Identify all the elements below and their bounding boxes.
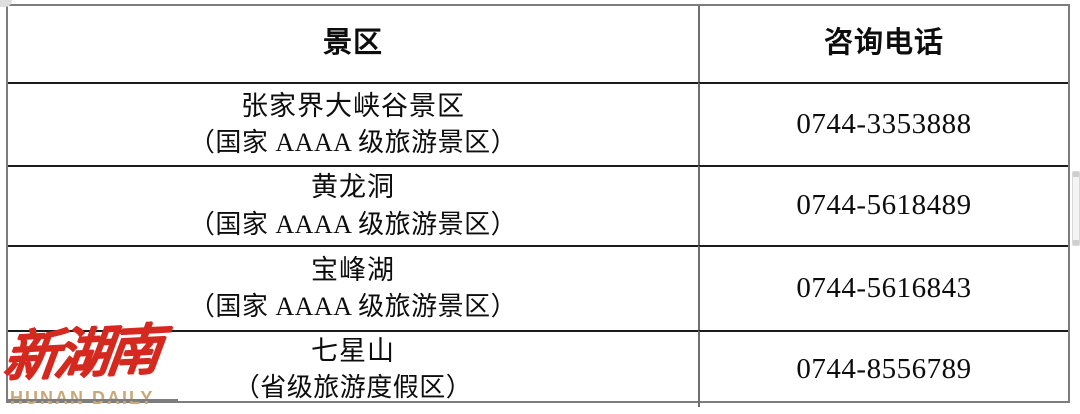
table-row-scenic-area-cell: 宝峰湖 （国家 AAAA 级旅游景区） xyxy=(8,245,698,330)
table-bottom-border-over-logo xyxy=(6,399,178,401)
hunan-daily-logo: 新湖南 HUNAN DAILY xyxy=(0,319,187,414)
table-row-scenic-area-cell: 张家界大峡谷景区 （国家 AAAA 级旅游景区） xyxy=(8,82,698,165)
table-row-phone-cell: 0744-8556789 xyxy=(698,330,1068,408)
window-corner-artifact xyxy=(0,0,12,7)
column-header-phone-label: 咨询电话 xyxy=(823,27,944,60)
column-header-scenic-area-label: 景区 xyxy=(322,27,383,60)
scenic-area-grade: （国家 AAAA 级旅游景区） xyxy=(188,292,518,322)
phone-number: 0744-5616843 xyxy=(796,271,972,304)
table-row-phone-cell: 0744-5618489 xyxy=(698,165,1068,245)
scenic-area-name: 七星山 xyxy=(311,336,395,366)
table-row-scenic-area-cell: 黄龙洞 （国家 AAAA 级旅游景区） xyxy=(8,165,698,245)
table-row-phone-cell: 0744-3353888 xyxy=(698,82,1068,165)
hunan-daily-logo-english: HUNAN DAILY xyxy=(10,388,155,408)
scenic-area-grade: （省级旅游度假区） xyxy=(233,373,473,403)
scenic-area-name: 黄龙洞 xyxy=(311,172,395,203)
scenic-area-name: 宝峰湖 xyxy=(311,254,395,285)
scenic-area-name: 张家界大峡谷景区 xyxy=(241,90,465,121)
column-header-phone: 咨询电话 xyxy=(698,6,1068,82)
phone-number: 0744-8556789 xyxy=(796,353,972,386)
table-row-scenic-area-cell: 七星山 （省级旅游度假区） xyxy=(8,330,698,407)
hunan-daily-logo-chinese: 新湖南 xyxy=(0,319,162,388)
scenic-area-grade: （国家 AAAA 级旅游景区） xyxy=(188,128,518,158)
phone-number: 0744-3353888 xyxy=(796,107,972,140)
table-row-phone-cell: 0744-5616843 xyxy=(698,245,1068,330)
column-header-scenic-area: 景区 xyxy=(8,6,698,82)
vertical-scrollbar-thumb[interactable] xyxy=(1072,171,1080,246)
scenic-area-grade: （国家 AAAA 级旅游景区） xyxy=(188,209,518,239)
phone-number: 0744-5618489 xyxy=(796,189,972,222)
scenic-area-phone-table: 景区 咨询电话 张家界大峡谷景区 （国家 AAAA 级旅游景区） 0744-33… xyxy=(6,4,1070,408)
